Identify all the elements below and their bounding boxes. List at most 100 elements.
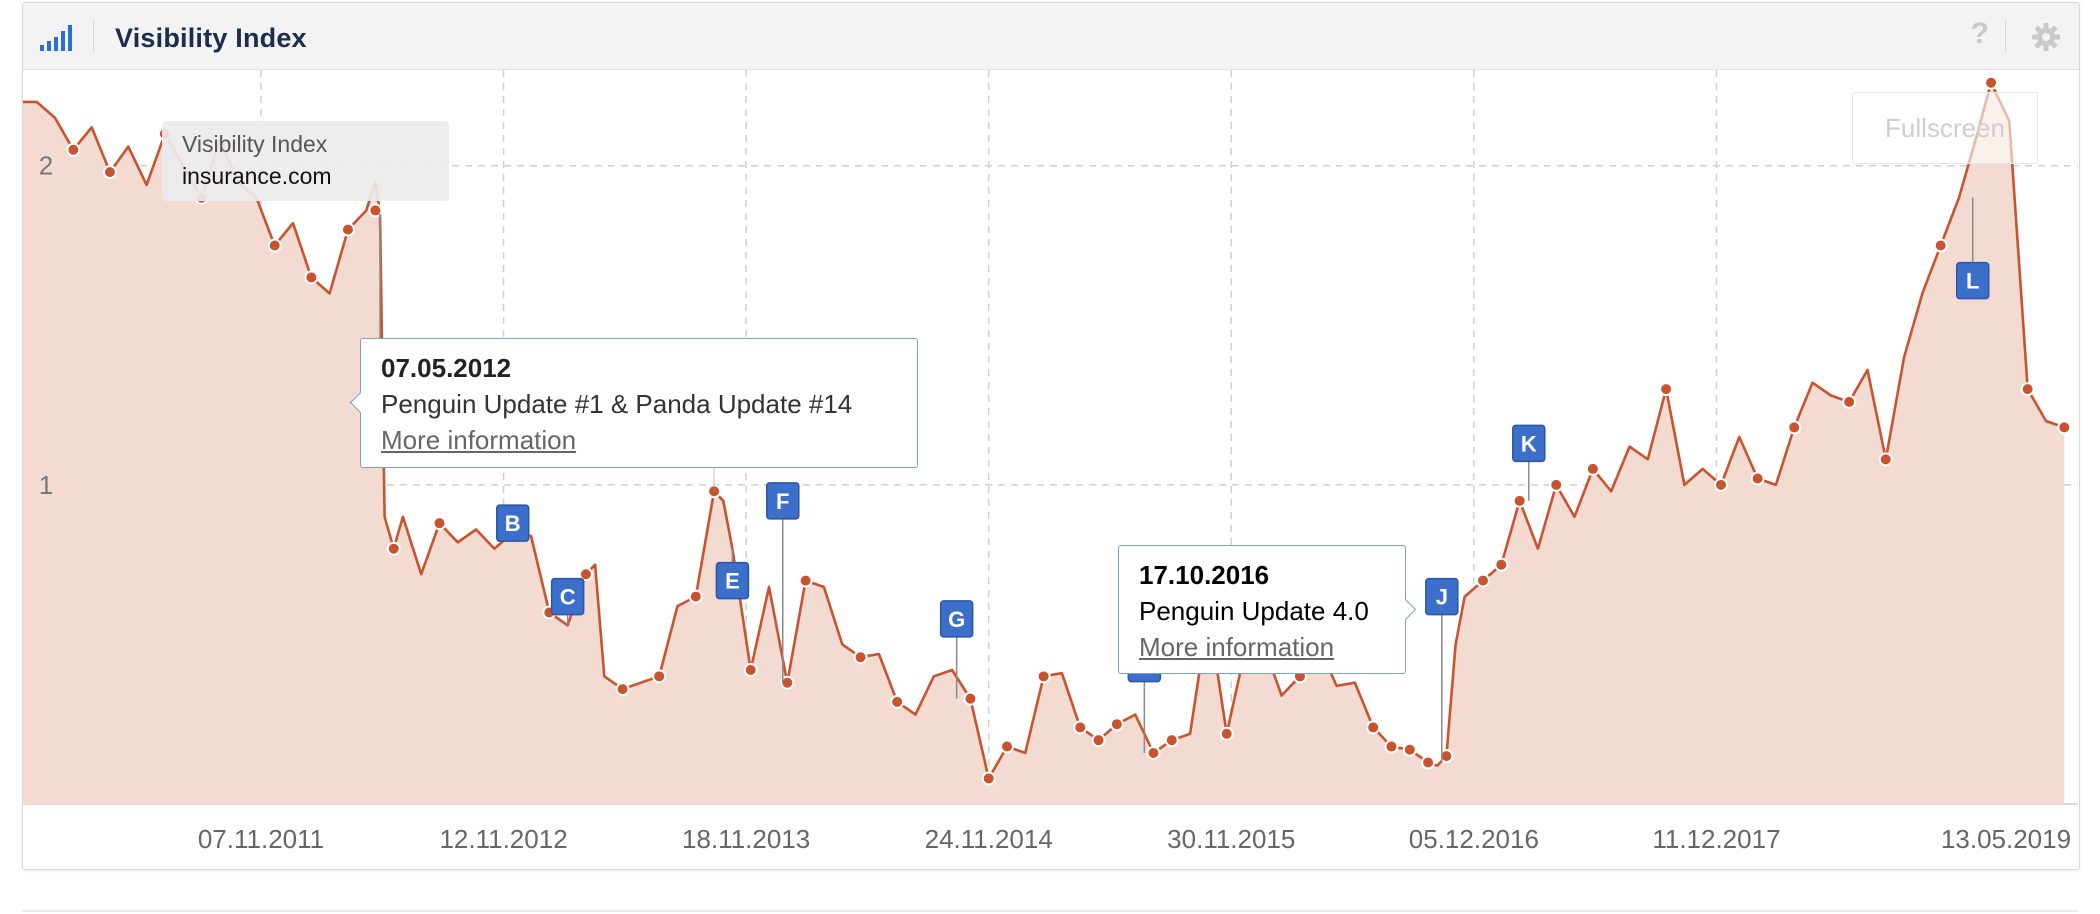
data-point: [1476, 573, 1491, 588]
data-point: [1878, 452, 1893, 467]
data-point: [368, 203, 383, 218]
data-point: [652, 669, 667, 684]
y-tick-label: 1: [39, 470, 53, 500]
x-tick-label: 05.12.2016: [1409, 824, 1539, 854]
x-tick-label: 12.11.2012: [439, 824, 567, 854]
tooltip-text: Penguin Update #1 & Panda Update #14: [381, 389, 853, 419]
event-flag[interactable]: [766, 482, 800, 520]
data-point: [615, 682, 630, 697]
event-flag-label: J: [1436, 585, 1448, 610]
data-point: [1146, 745, 1161, 760]
area-fill: [23, 82, 2065, 805]
event-marker-c[interactable]: C: [550, 577, 585, 626]
data-point: [1439, 749, 1454, 764]
event-flag-label: F: [776, 489, 789, 514]
data-point: [1219, 726, 1234, 741]
event-flag[interactable]: [1512, 424, 1546, 463]
legend-metric: Visibility Index: [182, 131, 328, 157]
event-marker-g[interactable]: G: [939, 600, 974, 699]
x-tick-label: 11.12.2017: [1652, 824, 1780, 854]
data-point: [1585, 461, 1600, 476]
header-divider-right: [2005, 19, 2006, 53]
event-tooltip-a: 07.05.2012 Penguin Update #1 & Panda Upd…: [349, 338, 918, 468]
data-point: [1842, 394, 1857, 409]
event-flag[interactable]: [495, 504, 530, 542]
data-point: [853, 650, 868, 665]
data-point: [1036, 669, 1051, 684]
data-point: [2020, 382, 2035, 397]
legend-domain: insurance.com: [182, 163, 332, 189]
event-flag-label: B: [505, 511, 521, 536]
widget-bottom-border: [22, 910, 2078, 912]
x-tick-label: 07.11.2011: [198, 824, 324, 854]
widget-title: Visibility Index: [115, 23, 307, 53]
fullscreen-button[interactable]: Fullscreen: [1852, 92, 2038, 164]
event-flag-label: G: [948, 607, 965, 632]
data-point: [1512, 493, 1527, 508]
event-flag[interactable]: [1425, 577, 1459, 616]
data-point: [340, 222, 355, 237]
x-tick-label: 18.11.2013: [682, 824, 810, 854]
event-flag[interactable]: [939, 600, 974, 638]
event-marker-l[interactable]: L: [1955, 197, 1990, 300]
data-point: [1000, 739, 1015, 754]
data-point: [102, 165, 117, 180]
data-point: [1714, 477, 1729, 492]
widget-header: Visibility Index ?: [23, 3, 2079, 70]
event-flag-label: C: [560, 585, 576, 610]
event-flag-label: L: [1966, 269, 1979, 294]
data-point: [1421, 755, 1436, 770]
data-point: [1750, 471, 1765, 486]
event-marker-e[interactable]: E: [715, 548, 750, 600]
tooltip-date: 17.10.2016: [1139, 560, 1270, 590]
data-point: [1549, 477, 1564, 492]
help-icon[interactable]: ?: [1970, 17, 1989, 50]
tooltip-text: Penguin Update 4.0: [1139, 596, 1369, 626]
event-flag[interactable]: [1955, 261, 1990, 300]
more-information-link[interactable]: More information: [1139, 632, 1335, 662]
event-marker-k[interactable]: K: [1512, 424, 1546, 501]
data-point: [1091, 733, 1106, 748]
data-point: [1109, 717, 1124, 732]
data-point: [1402, 742, 1417, 757]
data-point: [1073, 720, 1088, 735]
event-marker-f[interactable]: F: [766, 482, 800, 683]
data-point: [707, 484, 722, 499]
data-point: [963, 691, 978, 706]
data-point: [66, 142, 81, 157]
event-marker-b[interactable]: B: [495, 504, 530, 542]
data-point: [1494, 557, 1509, 572]
event-flag[interactable]: [715, 561, 750, 600]
event-marker-j[interactable]: J: [1425, 577, 1459, 763]
event-flag-label: E: [725, 569, 740, 594]
data-point: [1366, 720, 1381, 735]
data-point: [2057, 420, 2072, 435]
event-tooltip-j: 17.10.2016 Penguin Update 4.0 More infor…: [1118, 545, 1417, 674]
data-point: [890, 694, 905, 709]
data-point: [1164, 733, 1179, 748]
x-tick-label: 30.11.2015: [1167, 824, 1295, 854]
data-point: [386, 541, 401, 556]
event-flag-label: K: [1521, 431, 1537, 456]
y-tick-label: 2: [39, 151, 53, 181]
x-tick-label: 24.11.2014: [925, 824, 1053, 854]
x-tick-label: 13.05.2019: [1941, 824, 2071, 854]
data-point: [1933, 238, 1948, 253]
series-legend: Visibility Index insurance.com: [162, 121, 449, 201]
data-point: [798, 573, 813, 588]
data-point: [1984, 75, 1999, 90]
event-flag[interactable]: [550, 577, 585, 616]
axis-ticks: 07.11.2011 12.11.2012 18.11.2013 24.11.2014…: [39, 151, 2071, 854]
data-points: [66, 75, 2072, 786]
more-information-link[interactable]: More information: [381, 425, 577, 455]
data-point: [432, 516, 447, 531]
data-point: [1787, 420, 1802, 435]
data-point: [1384, 739, 1399, 754]
data-point: [981, 771, 996, 786]
data-point: [304, 270, 319, 285]
gear-icon[interactable]: [2031, 22, 2061, 52]
data-point: [780, 675, 795, 690]
data-point: [578, 567, 593, 582]
signal-bars-icon: [40, 25, 72, 51]
data-point: [1659, 382, 1674, 397]
